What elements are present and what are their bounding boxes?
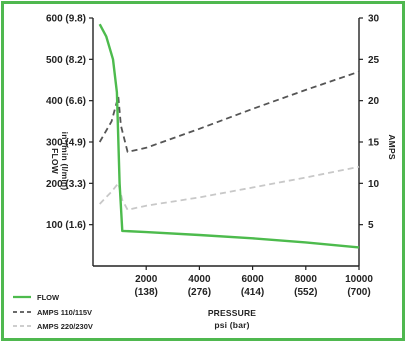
right-tick-label: 20 — [368, 96, 380, 107]
left-axis-label: FLOW — [50, 148, 60, 175]
right-tick-label: 10 — [368, 179, 380, 190]
x-tick-sublabel: (138) — [135, 287, 158, 298]
x-tick-label: 6000 — [241, 274, 264, 285]
left-tick-label: 600 (9.8) — [46, 14, 86, 25]
right-axis-title: AMPS — [387, 134, 397, 159]
right-tick-label: 15 — [368, 138, 380, 149]
x-tick-sublabel: (552) — [294, 287, 317, 298]
series-line-flow — [98, 23, 360, 249]
legend-label: FLOW — [37, 293, 60, 302]
x-tick-label: 2000 — [135, 274, 158, 285]
x-tick-label: 4000 — [188, 274, 211, 285]
axes — [92, 18, 360, 267]
left-tick-label: 100 (1.6) — [46, 220, 86, 231]
x-tick-sublabel: (276) — [188, 287, 211, 298]
left-tick-label: 400 (6.6) — [46, 96, 86, 107]
series-line-amps-110-115v — [98, 70, 360, 153]
x-tick-label: 10000 — [345, 274, 373, 285]
left-tick-label: 500 (8.2) — [46, 55, 86, 66]
right-tick-label: 30 — [368, 14, 380, 25]
x-axis-label: PRESSURE — [208, 308, 256, 318]
legend-label: AMPS 220/230V — [37, 322, 93, 331]
legend: FLOW AMPS 110/115V AMPS 220/230V — [13, 293, 93, 331]
right-tick-label: 5 — [368, 220, 374, 231]
series-line-amps-220-230v — [99, 165, 360, 211]
x-tick-label: 8000 — [295, 274, 318, 285]
right-axis-label: AMPS — [387, 134, 397, 159]
tick-group: 100 (1.6) 200 (3.3) 300 (4.9) 400 (6.6) 500 … — [46, 14, 380, 299]
chart-frame — [1, 1, 405, 341]
x-tick-sublabel: (414) — [241, 287, 264, 298]
left-tick-label: 200 (3.3) — [46, 179, 86, 190]
left-axis-sublabel: in³/min (l/min) — [60, 132, 70, 191]
series-layer — [98, 23, 360, 249]
left-axis-title: FLOW in³/min (l/min) — [50, 132, 70, 191]
right-tick-label: 25 — [368, 55, 380, 66]
left-tick-label: 300 (4.9) — [46, 138, 86, 149]
legend-label: AMPS 110/115V — [37, 308, 92, 317]
x-tick-sublabel: (700) — [347, 287, 370, 298]
x-axis-sublabel: psi (bar) — [214, 320, 249, 330]
